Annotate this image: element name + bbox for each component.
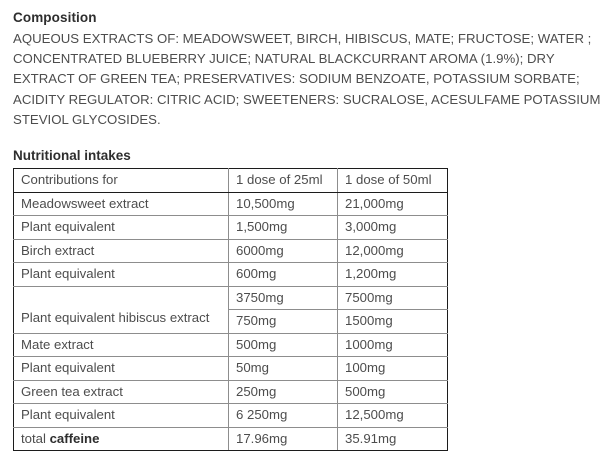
- row-value-25ml: 17.96mg: [228, 426, 338, 451]
- nutritional-intakes-heading: Nutritional intakes: [13, 148, 131, 164]
- row-value-25ml: 6000mg: [228, 238, 338, 264]
- row-value-25ml: 250mg: [228, 379, 338, 405]
- row-label: Meadowsweet extract: [13, 191, 229, 217]
- row-value-50ml: 100mg: [337, 356, 448, 381]
- table-row: Plant equivalent 50mg 100mg: [13, 356, 448, 381]
- row-value-50ml: 12,000mg: [337, 238, 448, 264]
- table-row-hibiscus: Plant equivalent hibiscus extract 3750mg…: [13, 285, 448, 334]
- row-value-50ml: 500mg: [337, 379, 448, 405]
- composition-text: AQUEOUS EXTRACTS OF: MEADOWSWEET, BIRCH,…: [13, 29, 600, 130]
- row-value-25ml: 50mg: [228, 356, 338, 381]
- row-value-50ml: 21,000mg: [337, 191, 448, 217]
- row-value-25ml: 750mg: [228, 309, 338, 334]
- row-value-50ml: 12,500mg: [337, 403, 448, 428]
- section-spacer: [13, 130, 590, 146]
- row-label-total-caffeine: total caffeine: [13, 426, 229, 451]
- composition-line: ACIDITY REGULATOR: CITRIC ACID; SWEETENE…: [13, 91, 600, 107]
- total-label-caffeine: caffeine: [49, 430, 100, 446]
- row-value-25ml: 10,500mg: [228, 191, 338, 217]
- table-row: Plant equivalent 6 250mg 12,500mg: [13, 403, 448, 428]
- composition-line: CONCENTRATED BLUEBERRY JUICE; NATURAL BL…: [13, 51, 555, 67]
- row-value-50ml: 1,200mg: [337, 262, 448, 287]
- column-header-dose-25ml: 1 dose of 25ml: [228, 168, 338, 193]
- row-value-50ml: 1000mg: [337, 332, 448, 358]
- row-label: Plant equivalent: [13, 356, 229, 381]
- row-label-hibiscus: Plant equivalent hibiscus extract: [13, 285, 229, 334]
- row-value-50ml: 7500mg: [337, 285, 448, 311]
- composition-line: STEVIOL GLYCOSIDES.: [13, 111, 161, 127]
- nutritional-intakes-section: Nutritional intakes Contributions for 1 …: [13, 146, 590, 451]
- row-label: Green tea extract: [13, 379, 229, 405]
- row-value-25ml: 6 250mg: [228, 403, 338, 428]
- table-header-row: Contributions for 1 dose of 25ml 1 dose …: [13, 168, 448, 193]
- row-label: Plant equivalent: [13, 403, 229, 428]
- table-row: Plant equivalent 1,500mg 3,000mg: [13, 215, 448, 240]
- table-row-total-caffeine: total caffeine 17.96mg 35.91mg: [13, 426, 448, 451]
- composition-line: EXTRACT OF GREEN TEA; PRESERVATIVES: SOD…: [13, 71, 580, 87]
- total-label-prefix: total: [21, 430, 50, 446]
- row-value-50ml: 3,000mg: [337, 215, 448, 240]
- row-label: Mate extract: [13, 332, 229, 358]
- table-row: Plant equivalent 600mg 1,200mg: [13, 262, 448, 287]
- table-row: Mate extract 500mg 1000mg: [13, 332, 448, 358]
- row-label: Plant equivalent: [13, 262, 229, 287]
- row-value-50ml: 1500mg: [337, 309, 448, 334]
- row-label: Plant equivalent: [13, 215, 229, 240]
- row-value-50ml: 35.91mg: [337, 426, 448, 451]
- table-row: Birch extract 6000mg 12,000mg: [13, 238, 448, 264]
- row-value-25ml: 3750mg: [228, 285, 338, 311]
- row-label: Birch extract: [13, 238, 229, 264]
- hibiscus-label-blank-line: [21, 288, 228, 309]
- table-row-hibiscus-second: 750mg 1500mg: [14, 309, 448, 334]
- row-value-25ml: 600mg: [228, 262, 338, 287]
- column-header-contributions: Contributions for: [13, 168, 229, 193]
- hibiscus-label-text: Plant equivalent hibiscus extract: [21, 310, 210, 326]
- composition-section: Composition AQUEOUS EXTRACTS OF: MEADOWS…: [13, 8, 600, 130]
- composition-line: AQUEOUS EXTRACTS OF: MEADOWSWEET, BIRCH,…: [13, 31, 592, 46]
- table-row: Meadowsweet extract 10,500mg 21,000mg: [13, 191, 448, 217]
- nutritional-intakes-table: Contributions for 1 dose of 25ml 1 dose …: [13, 168, 448, 451]
- row-value-25ml: 500mg: [228, 332, 338, 358]
- row-value-25ml: 1,500mg: [228, 215, 338, 240]
- composition-heading: Composition: [13, 10, 97, 25]
- table-row: Green tea extract 250mg 500mg: [13, 379, 448, 405]
- column-header-dose-50ml: 1 dose of 50ml: [337, 168, 448, 193]
